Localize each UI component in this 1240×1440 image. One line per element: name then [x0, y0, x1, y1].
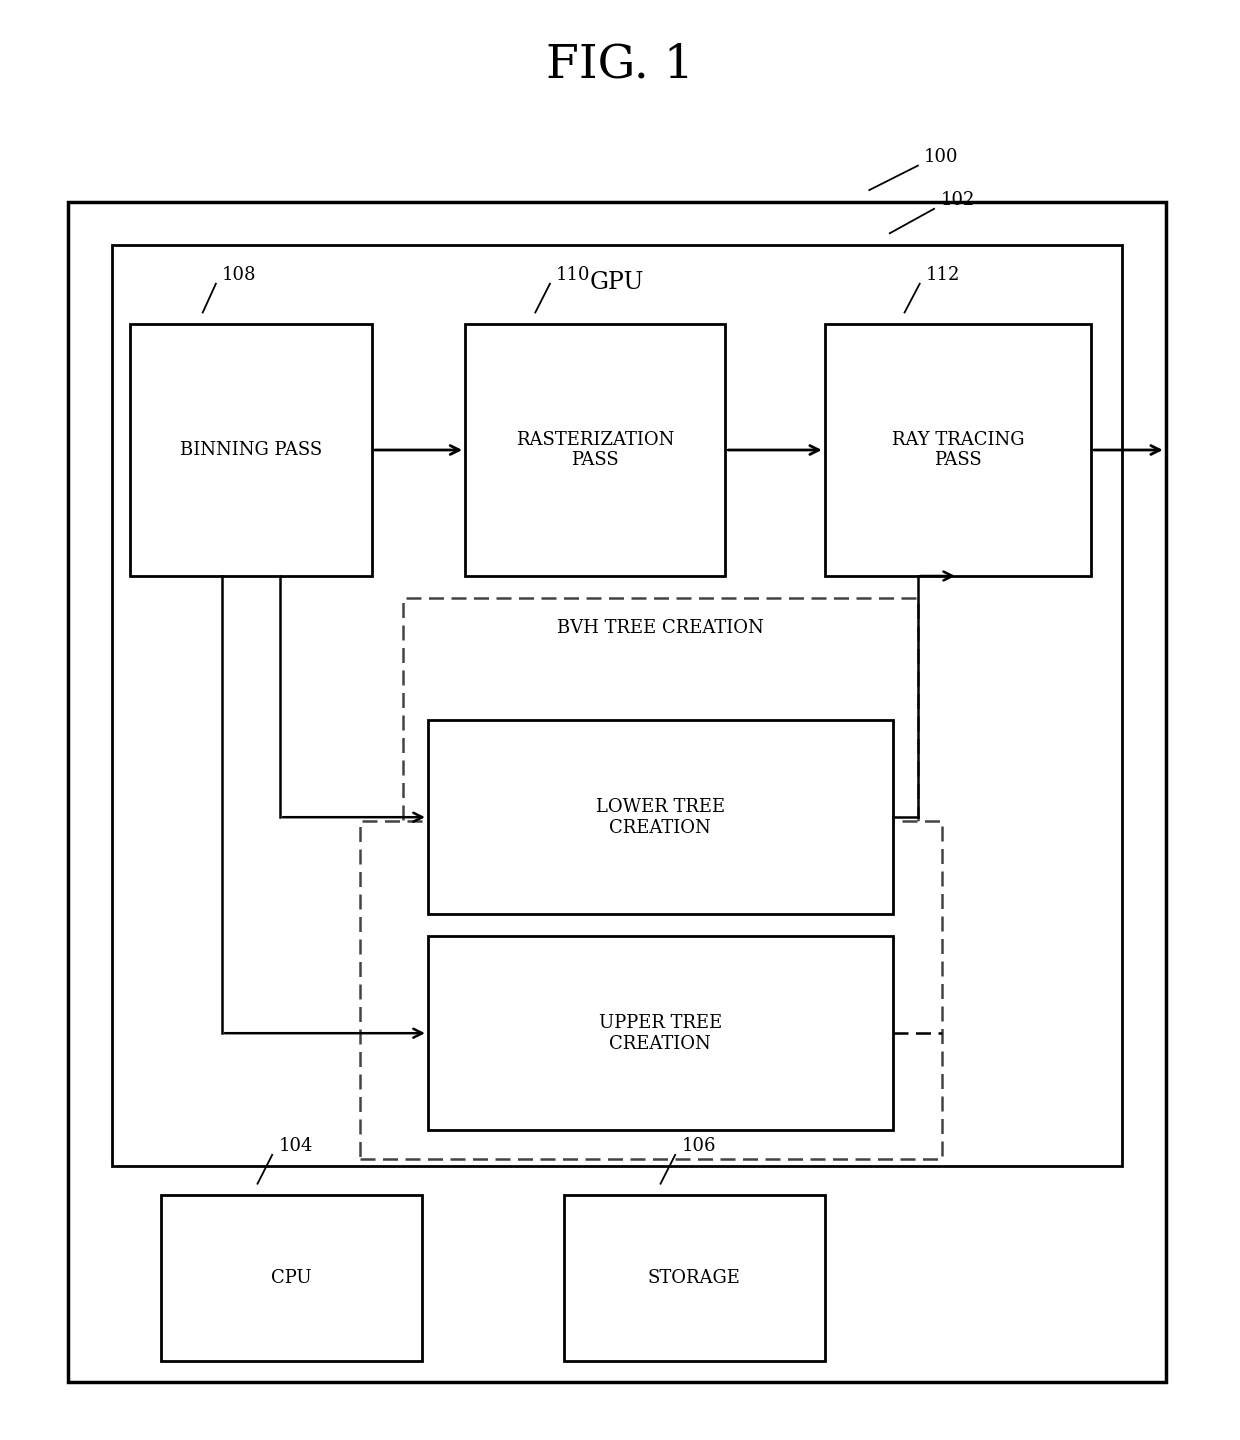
Text: 106: 106 — [682, 1138, 715, 1155]
Text: 112: 112 — [926, 266, 960, 284]
Text: RASTERIZATION
PASS: RASTERIZATION PASS — [516, 431, 675, 469]
Bar — [161, 1195, 422, 1361]
Text: 100: 100 — [924, 148, 959, 166]
Text: 110: 110 — [556, 266, 590, 284]
Bar — [465, 324, 725, 576]
Bar — [112, 245, 1122, 1166]
Bar — [825, 324, 1091, 576]
Bar — [428, 936, 893, 1130]
Text: FIG. 1: FIG. 1 — [546, 42, 694, 88]
Text: CPU: CPU — [272, 1269, 311, 1287]
Text: LOWER TREE
CREATION: LOWER TREE CREATION — [595, 798, 725, 837]
Text: RAY TRACING
PASS: RAY TRACING PASS — [892, 431, 1024, 469]
Bar — [360, 821, 942, 1159]
Bar — [403, 598, 918, 936]
Text: BVH TREE CREATION: BVH TREE CREATION — [557, 619, 764, 638]
Text: UPPER TREE
CREATION: UPPER TREE CREATION — [599, 1014, 722, 1053]
Text: 108: 108 — [222, 266, 257, 284]
Bar — [130, 324, 372, 576]
Bar — [428, 720, 893, 914]
Text: BINNING PASS: BINNING PASS — [180, 441, 322, 459]
Text: STORAGE: STORAGE — [649, 1269, 740, 1287]
Bar — [68, 202, 1166, 1382]
Text: 104: 104 — [278, 1138, 312, 1155]
Text: GPU: GPU — [590, 271, 644, 294]
Text: 102: 102 — [940, 190, 975, 209]
Bar — [564, 1195, 825, 1361]
